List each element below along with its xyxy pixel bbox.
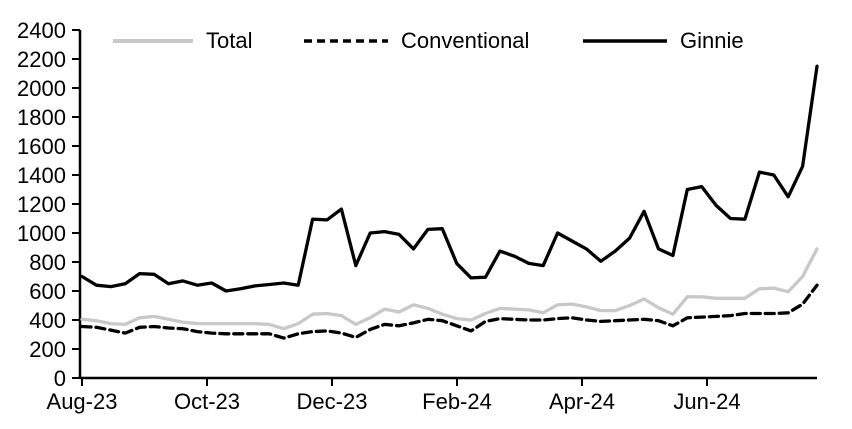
x-tick-label: Oct-23 [174, 389, 240, 414]
y-tick-label: 400 [29, 308, 66, 333]
x-tick-label: Apr-24 [549, 389, 615, 414]
y-tick-label: 2400 [17, 18, 66, 43]
y-tick-label: 800 [29, 250, 66, 275]
series-conventional-line [80, 283, 819, 340]
x-tick-label: Dec-23 [297, 389, 368, 414]
y-tick-label: 2000 [17, 76, 66, 101]
y-tick-label: 1600 [17, 134, 66, 159]
series-total-line [80, 247, 819, 331]
y-tick-label: 1200 [17, 192, 66, 217]
y-tick-label: 1400 [17, 163, 66, 188]
y-tick-label: 600 [29, 279, 66, 304]
y-tick-label: 2200 [17, 47, 66, 72]
x-tick-label: Feb-24 [422, 389, 492, 414]
x-tick-label: Jun-24 [673, 389, 740, 414]
y-tick-label: 1000 [17, 221, 66, 246]
y-tick-label: 200 [29, 337, 66, 362]
series-ginnie-line [80, 64, 819, 293]
y-tick-label: 1800 [17, 105, 66, 130]
y-tick-label: 0 [54, 366, 66, 391]
x-tick-label: Aug-23 [47, 389, 118, 414]
